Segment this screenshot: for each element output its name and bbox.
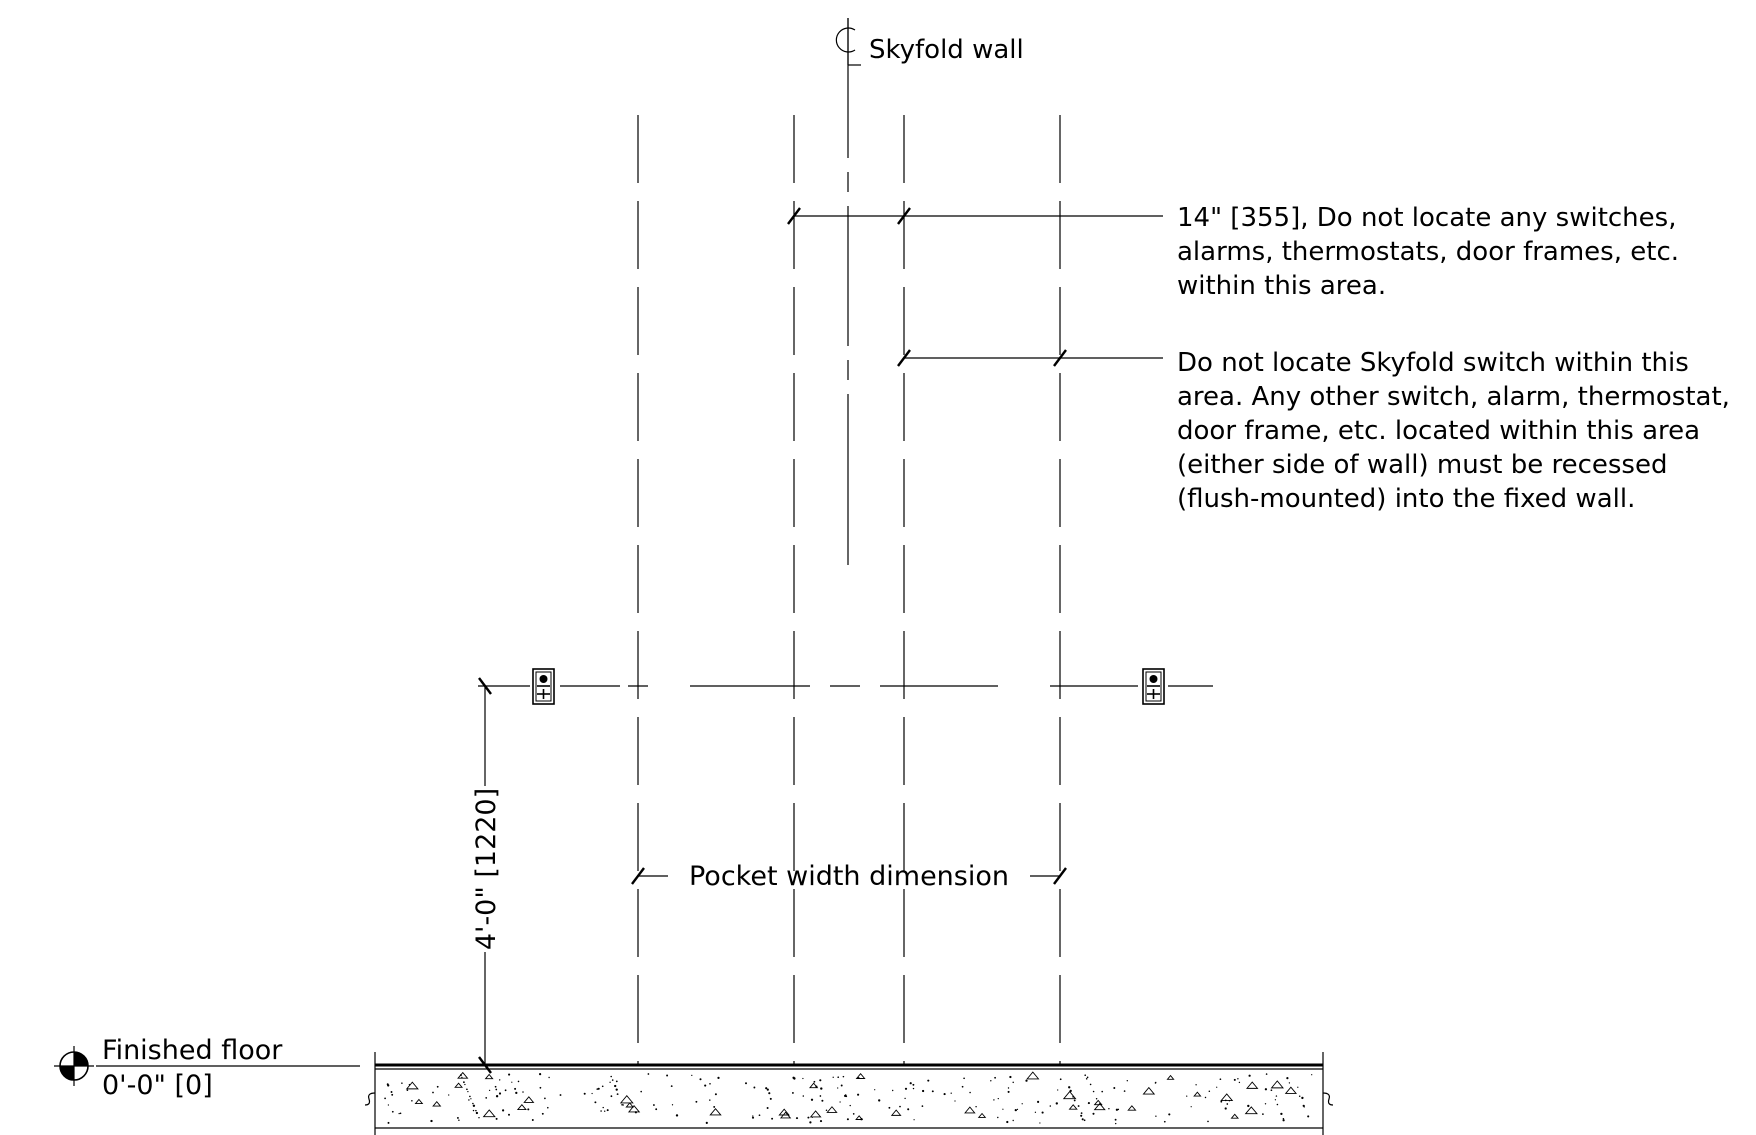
no-devices-zone-dimension (788, 208, 1163, 224)
no-skyfold-switch-zone-dimension (898, 350, 1163, 366)
pocket-width-label: Pocket width dimension (689, 861, 1009, 892)
centerline-icon (836, 18, 861, 65)
no-skyfold-switch-zone-note: Do not locate Skyfold switch within this… (1177, 348, 1738, 514)
floor-elevation: 0'-0" [0] (102, 1070, 213, 1101)
floor-slab (365, 1052, 1333, 1135)
no-devices-zone-note: 14" [355], Do not locate any switches, a… (1177, 203, 1687, 301)
centerline-label: Skyfold wall (869, 35, 1024, 65)
floor-label: Finished floor (102, 1035, 283, 1066)
switch-height-label: 4'-0" [1220] (471, 788, 502, 950)
switch-box-icon (533, 669, 554, 704)
elevation-marker-icon (54, 1046, 94, 1086)
switch-box-icon (1143, 669, 1164, 704)
